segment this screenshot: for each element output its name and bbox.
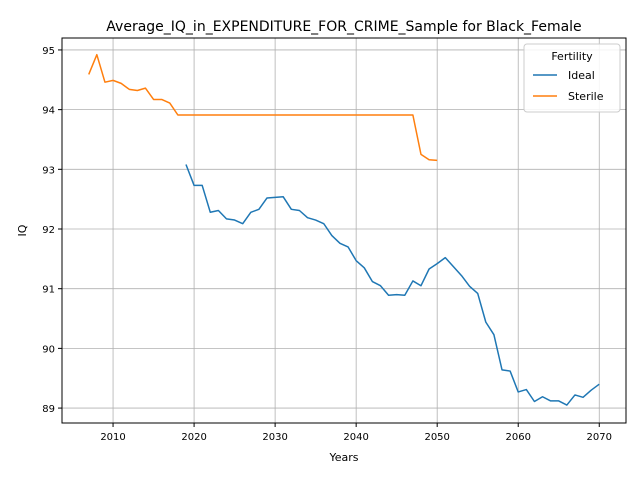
x-tick-label: 2040 xyxy=(343,432,368,443)
legend-title: Fertility xyxy=(551,50,593,63)
x-tick-label: 2030 xyxy=(262,432,287,443)
y-axis-label: IQ xyxy=(16,224,29,236)
chart-title: Average_IQ_in_EXPENDITURE_FOR_CRIME_Samp… xyxy=(106,19,581,35)
x-tick-label: 2050 xyxy=(424,432,449,443)
series-line-ideal xyxy=(185,164,600,406)
legend-items: Ideal Sterile xyxy=(533,69,604,103)
y-tick-label: 89 xyxy=(42,404,55,415)
series-line-sterile xyxy=(88,53,438,162)
legend-label-ideal: Ideal xyxy=(568,69,595,82)
legend-label-sterile: Sterile xyxy=(568,90,604,103)
plot-frame xyxy=(61,37,627,424)
grid-layer xyxy=(62,38,626,423)
y-tick-label: 94 xyxy=(42,106,55,117)
legend-box xyxy=(523,43,621,113)
x-tick-label: 2060 xyxy=(505,432,530,443)
x-tick-label: 2070 xyxy=(587,432,612,443)
legend: Fertility Ideal Sterile xyxy=(523,43,621,113)
tick-layer: 2010 2020 2030 2040 2050 2060 2070 89 90 91 92 93 94… xyxy=(42,46,612,443)
y-tick-label: 93 xyxy=(42,165,55,176)
y-tick-label: 95 xyxy=(42,46,55,57)
y-tick-label: 92 xyxy=(42,225,55,236)
y-tick-label: 91 xyxy=(42,285,55,296)
x-tick-label: 2020 xyxy=(181,432,206,443)
x-axis-label: Years xyxy=(328,451,358,464)
x-tick-label: 2010 xyxy=(100,432,125,443)
series-layer xyxy=(88,53,600,406)
y-tick-label: 90 xyxy=(42,344,55,355)
